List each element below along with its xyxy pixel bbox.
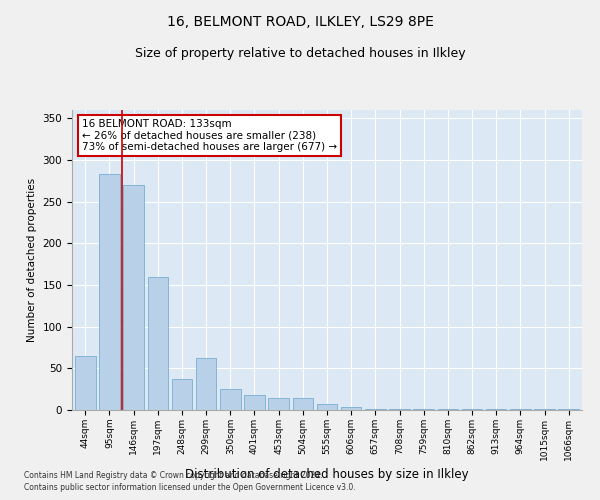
Text: 16, BELMONT ROAD, ILKLEY, LS29 8PE: 16, BELMONT ROAD, ILKLEY, LS29 8PE — [167, 15, 433, 29]
Bar — [510, 409, 530, 410]
Bar — [148, 276, 168, 410]
Bar — [462, 409, 482, 410]
Bar — [244, 395, 265, 410]
Bar — [99, 174, 120, 410]
Text: Contains HM Land Registry data © Crown copyright and database right 2024.: Contains HM Land Registry data © Crown c… — [24, 470, 323, 480]
Bar — [365, 409, 386, 410]
Text: 16 BELMONT ROAD: 133sqm
← 26% of detached houses are smaller (238)
73% of semi-d: 16 BELMONT ROAD: 133sqm ← 26% of detache… — [82, 119, 337, 152]
Bar — [293, 398, 313, 410]
Bar — [437, 409, 458, 410]
Y-axis label: Number of detached properties: Number of detached properties — [27, 178, 37, 342]
Bar — [413, 409, 434, 410]
Bar — [268, 398, 289, 410]
X-axis label: Distribution of detached houses by size in Ilkley: Distribution of detached houses by size … — [185, 468, 469, 481]
Bar — [559, 409, 579, 410]
Bar — [534, 409, 555, 410]
Bar — [341, 406, 361, 410]
Bar — [124, 185, 144, 410]
Text: Size of property relative to detached houses in Ilkley: Size of property relative to detached ho… — [134, 48, 466, 60]
Bar — [196, 358, 217, 410]
Bar — [486, 409, 506, 410]
Text: Contains public sector information licensed under the Open Government Licence v3: Contains public sector information licen… — [24, 483, 356, 492]
Bar — [75, 356, 95, 410]
Bar — [317, 404, 337, 410]
Bar — [172, 379, 192, 410]
Bar — [389, 409, 410, 410]
Bar — [220, 389, 241, 410]
